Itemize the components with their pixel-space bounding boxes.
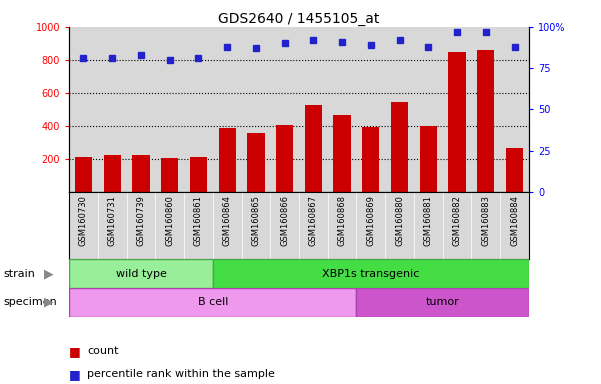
Bar bbox=[69, 288, 356, 317]
Bar bbox=[362, 127, 379, 192]
Text: GSM160865: GSM160865 bbox=[251, 195, 260, 246]
Bar bbox=[391, 102, 408, 192]
Bar bbox=[190, 157, 207, 192]
Text: ▶: ▶ bbox=[44, 296, 53, 309]
Bar bbox=[356, 288, 529, 317]
Text: GSM160866: GSM160866 bbox=[280, 195, 289, 247]
Text: wild type: wild type bbox=[115, 268, 166, 279]
Bar bbox=[448, 53, 466, 192]
Text: GSM160869: GSM160869 bbox=[367, 195, 376, 246]
Text: strain: strain bbox=[3, 268, 35, 279]
Bar bbox=[477, 50, 495, 192]
Text: GSM160868: GSM160868 bbox=[338, 195, 347, 247]
Text: GSM160881: GSM160881 bbox=[424, 195, 433, 246]
Text: GSM160882: GSM160882 bbox=[453, 195, 462, 246]
Text: count: count bbox=[87, 346, 118, 356]
Bar bbox=[419, 126, 437, 192]
Text: ■: ■ bbox=[69, 368, 81, 381]
Text: specimen: specimen bbox=[3, 297, 56, 308]
Bar bbox=[219, 127, 236, 192]
Text: GSM160867: GSM160867 bbox=[309, 195, 318, 247]
Text: GSM160861: GSM160861 bbox=[194, 195, 203, 246]
Text: GSM160884: GSM160884 bbox=[510, 195, 519, 246]
Text: percentile rank within the sample: percentile rank within the sample bbox=[87, 369, 275, 379]
Bar bbox=[247, 133, 264, 192]
Text: GSM160730: GSM160730 bbox=[79, 195, 88, 246]
Bar bbox=[161, 158, 178, 192]
Bar bbox=[334, 115, 351, 192]
Bar bbox=[305, 105, 322, 192]
Bar bbox=[132, 155, 150, 192]
Text: GSM160883: GSM160883 bbox=[481, 195, 490, 247]
Text: GSM160860: GSM160860 bbox=[165, 195, 174, 246]
Text: GSM160880: GSM160880 bbox=[395, 195, 404, 246]
Bar bbox=[103, 155, 121, 192]
Text: tumor: tumor bbox=[426, 297, 460, 308]
Bar bbox=[213, 259, 529, 288]
Bar bbox=[506, 148, 523, 192]
Text: GDS2640 / 1455105_at: GDS2640 / 1455105_at bbox=[218, 12, 380, 25]
Bar bbox=[75, 157, 92, 192]
Text: B cell: B cell bbox=[198, 297, 228, 308]
Text: ■: ■ bbox=[69, 345, 81, 358]
Bar bbox=[69, 259, 213, 288]
Text: GSM160739: GSM160739 bbox=[136, 195, 145, 246]
Text: XBP1s transgenic: XBP1s transgenic bbox=[322, 268, 419, 279]
Bar bbox=[276, 125, 293, 192]
Text: ▶: ▶ bbox=[44, 267, 53, 280]
Text: GSM160731: GSM160731 bbox=[108, 195, 117, 246]
Text: GSM160864: GSM160864 bbox=[222, 195, 231, 246]
